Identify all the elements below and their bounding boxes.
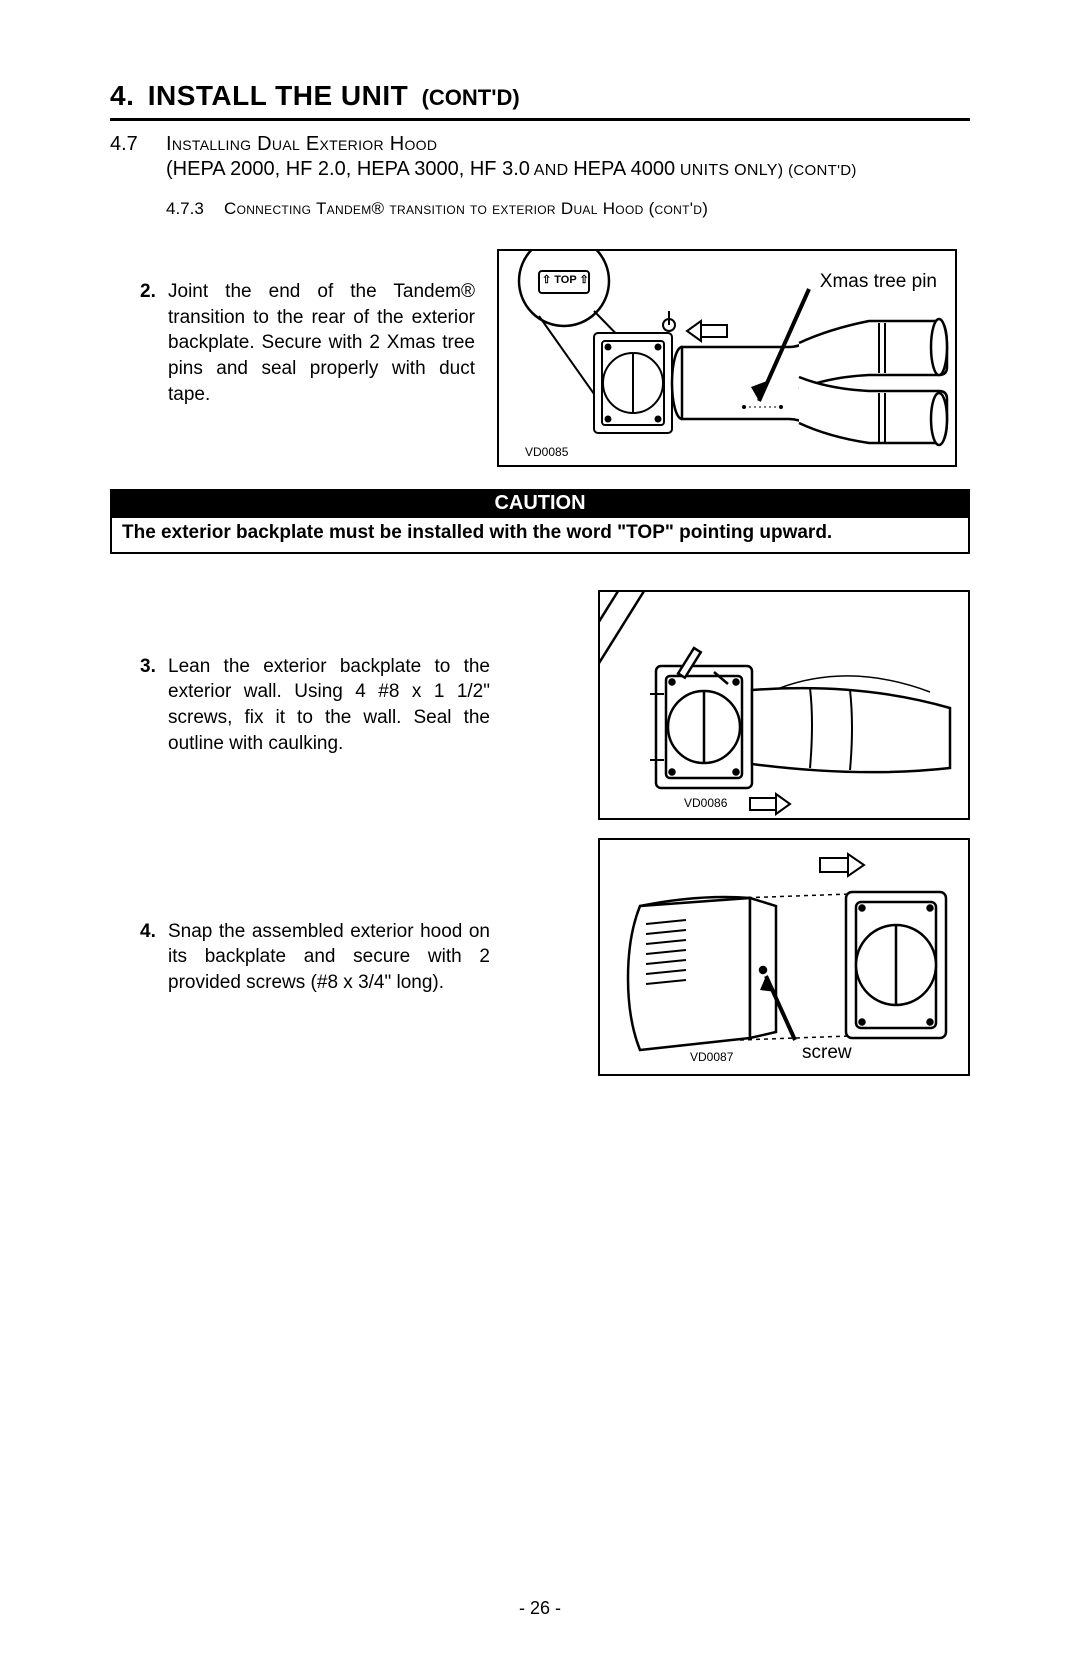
models-units: UNITS ONLY) — [675, 162, 788, 179]
figure-2: VD0086 — [598, 590, 970, 820]
section-heading: 4. INSTALL THE UNIT (CONT'D) — [110, 80, 970, 112]
step-3-text: 3. Lean the exterior backplate to the ex… — [140, 654, 490, 757]
figure-1-code: VD0085 — [525, 445, 568, 459]
models-and: AND — [530, 162, 573, 179]
subsubsection-row: 4.7.3 Connecting Tandem® transition to e… — [166, 199, 970, 219]
step-3-body: Lean the exterior backplate to the exter… — [168, 654, 490, 757]
subsection-row: 4.7 Installing Dual Exterior Hood — [110, 133, 970, 156]
subsubsection-number: 4.7.3 — [166, 199, 214, 219]
figure-2-code: VD0086 — [684, 796, 727, 810]
models-line: (HEPA 2000, HF 2.0, HEPA 3000, HF 3.0 AN… — [166, 158, 970, 181]
page: 4. INSTALL THE UNIT (CONT'D) 4.7 Install… — [0, 0, 1080, 1669]
caution-box: The exterior backplate must be installed… — [110, 518, 970, 554]
step-4-row: 4. Snap the assembled exterior hood on i… — [110, 838, 970, 1076]
subsubsection-title: Connecting Tandem® transition to exterio… — [224, 199, 708, 219]
caution-bar: CAUTION — [110, 489, 970, 518]
figure-3-svg — [600, 840, 972, 1078]
step-2-row: 2. Joint the end of the Tandem® transiti… — [110, 249, 970, 467]
subsection-number: 4.7 — [110, 133, 154, 156]
page-number: - 26 - — [0, 1598, 1080, 1619]
step-4-number: 4. — [140, 919, 162, 996]
figure-2-svg — [600, 592, 972, 822]
section-number: 4. — [110, 80, 134, 111]
figure-1: ⇧ TOP ⇧ Xmas tree pin VD0085 — [497, 249, 957, 467]
step-4-body: Snap the assembled exterior hood on its … — [168, 919, 490, 996]
figure-1-top-label: ⇧ TOP ⇧ — [542, 273, 589, 286]
step-2-number: 2. — [140, 279, 162, 407]
step-4-text: 4. Snap the assembled exterior hood on i… — [140, 919, 490, 996]
figure-3: VD0087 screw — [598, 838, 970, 1076]
subsection-title: Installing Dual Exterior Hood — [166, 133, 437, 156]
section-contd: (CONT'D) — [422, 85, 520, 110]
step-3-row: 3. Lean the exterior backplate to the ex… — [110, 590, 970, 820]
models-last: HEPA 4000 — [573, 158, 675, 180]
step-2-body: Joint the end of the Tandem® transition … — [168, 279, 475, 407]
section-title: INSTALL THE UNIT — [148, 80, 409, 111]
step-3-number: 3. — [140, 654, 162, 757]
figure-1-callout: Xmas tree pin — [820, 271, 937, 293]
step-2-text: 2. Joint the end of the Tandem® transiti… — [140, 279, 475, 407]
models-contd: (CONT'D) — [788, 162, 857, 179]
figure-3-callout: screw — [802, 1042, 852, 1064]
figure-3-code: VD0087 — [690, 1050, 733, 1064]
section-rule — [110, 118, 970, 121]
models-main: (HEPA 2000, HF 2.0, HEPA 3000, HF 3.0 — [166, 158, 530, 180]
